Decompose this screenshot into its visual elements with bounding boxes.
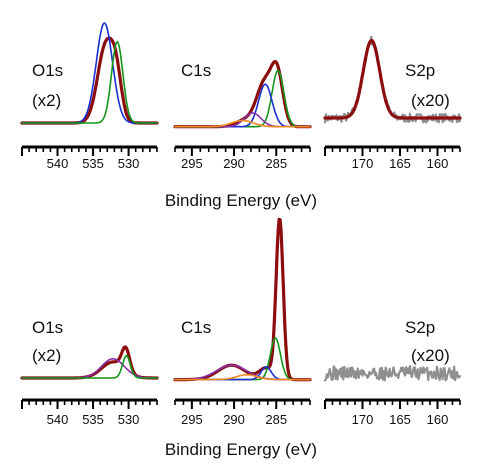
r1-c1s-element-label: C1s bbox=[181, 318, 211, 337]
r0-o1s-series-envelope bbox=[20, 36, 159, 125]
r0-s2p-tick-label: 170 bbox=[352, 156, 374, 171]
r0-o1s-tick-label: 535 bbox=[82, 156, 104, 171]
r1-s2p-scale-label: (x20) bbox=[411, 346, 450, 365]
r1-s2p-tick-label: 165 bbox=[389, 412, 411, 427]
r0-c1s-tick-label: 295 bbox=[181, 156, 203, 171]
r1-o1s-scale-label: (x2) bbox=[32, 346, 61, 365]
r1-o1s-tick-label: 540 bbox=[47, 412, 69, 427]
r0-c1s-series-component-4 bbox=[174, 119, 311, 128]
r1-s2p-series-data bbox=[323, 365, 462, 382]
r1-c1s-tick-label: 295 bbox=[181, 412, 203, 427]
r0-o1s-tick-label: 540 bbox=[47, 156, 69, 171]
r0-s2p-scale-label: (x20) bbox=[411, 91, 450, 110]
r0-c1s-element-label: C1s bbox=[181, 61, 211, 80]
r0-o1s-scale-label: (x2) bbox=[32, 91, 61, 110]
r0-c1s-tick-label: 290 bbox=[223, 156, 245, 171]
r0-s2p-tick-label: 160 bbox=[427, 156, 449, 171]
r0-s2p-tick-label: 165 bbox=[389, 156, 411, 171]
r1-s2p-tick-label: 170 bbox=[352, 412, 374, 427]
r1-s2p-tick-label: 160 bbox=[427, 412, 449, 427]
r1-c1s-series-component-4 bbox=[174, 374, 311, 381]
r1-c1s-tick-label: 290 bbox=[223, 412, 245, 427]
r1-s2p-element-label: S2p bbox=[405, 318, 435, 337]
r0-s2p-element-label: S2p bbox=[405, 61, 435, 80]
r0-o1s-tick-label: 530 bbox=[118, 156, 140, 171]
r1-o1s-series-component-2 bbox=[21, 354, 158, 379]
r1-o1s-tick-label: 535 bbox=[82, 412, 104, 427]
r0-s2p-series-fit bbox=[323, 38, 462, 120]
r1-c1s-tick-label: 285 bbox=[265, 412, 287, 427]
r0-o1s-series-component-2 bbox=[21, 41, 158, 124]
r1-o1s-tick-label: 530 bbox=[118, 412, 140, 427]
r1-x-axis-label: Binding Energy (eV) bbox=[165, 440, 317, 459]
r1-c1s-series-envelope bbox=[173, 217, 312, 382]
r1-o1s-element-label: O1s bbox=[32, 318, 63, 337]
r0-c1s-tick-label: 285 bbox=[265, 156, 287, 171]
r0-x-axis-label: Binding Energy (eV) bbox=[165, 191, 317, 210]
r0-o1s-element-label: O1s bbox=[32, 61, 63, 80]
